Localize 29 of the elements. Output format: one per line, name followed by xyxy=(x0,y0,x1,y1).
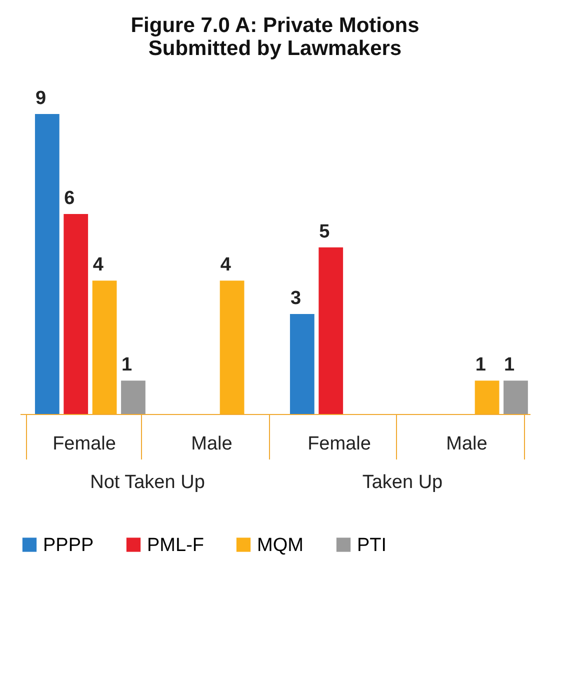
data-label: 4 xyxy=(92,254,104,276)
text: Not Taken Up xyxy=(90,472,205,493)
chart-title: Figure 7.0 A: Private Motions Submitted by Lawmakers xyxy=(130,14,420,60)
bar xyxy=(318,247,344,414)
text: Taken Up xyxy=(362,472,443,493)
bar xyxy=(474,380,500,414)
bar xyxy=(64,214,88,414)
x-tick-label: Female xyxy=(52,434,116,454)
bar xyxy=(504,380,528,414)
bar xyxy=(92,280,117,414)
data-label: 3 xyxy=(290,288,302,309)
legend-label: PPPP xyxy=(43,534,94,556)
data-label: 6 xyxy=(64,188,75,209)
data-label: 5 xyxy=(319,221,330,242)
bar xyxy=(290,314,314,414)
bar xyxy=(121,380,146,414)
legend-label: PTI xyxy=(357,534,387,556)
data-label: 1 xyxy=(475,354,486,376)
data-label: 9 xyxy=(35,88,46,109)
legend-label: PML-F xyxy=(147,534,204,556)
data-label: 1 xyxy=(121,354,132,376)
legend-label: MQM xyxy=(257,534,304,556)
bar xyxy=(220,280,244,414)
x-tick-label: Male xyxy=(446,434,488,454)
data-label: 4 xyxy=(220,254,232,276)
x-tick-label: Male xyxy=(191,434,232,454)
data-label: 1 xyxy=(504,354,515,376)
bar xyxy=(34,114,60,414)
x-tick-label: Female xyxy=(308,434,371,454)
